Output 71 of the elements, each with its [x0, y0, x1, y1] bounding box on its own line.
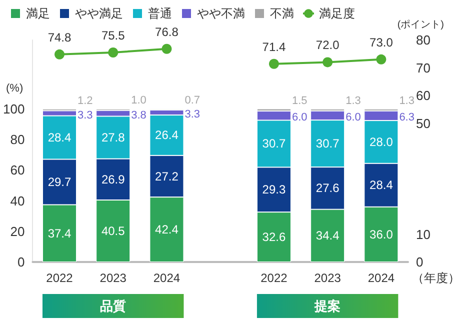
legend-label: やや満足	[75, 6, 123, 20]
point	[54, 49, 64, 60]
x-tick-label: 2023	[100, 271, 127, 285]
data-label: 3.8	[131, 109, 146, 122]
y-tick-label: 60	[10, 162, 25, 178]
data-label: 0.7	[184, 94, 200, 106]
data-label: 37.4	[48, 226, 72, 240]
data-label: 6.0	[346, 111, 361, 124]
data-label: 32.6	[262, 230, 286, 244]
point	[376, 54, 386, 64]
data-label: 27.6	[316, 181, 340, 196]
text: 提案	[314, 298, 341, 314]
y-axis-title: (%)	[6, 82, 24, 94]
data-label: 6.3	[399, 112, 414, 124]
data-label: 26.4	[155, 128, 179, 142]
legend-label: 普通	[148, 6, 172, 20]
data-label: 3.3	[184, 108, 200, 120]
y2-tick-label: 0	[416, 254, 424, 270]
data-label: 6.0	[292, 112, 308, 124]
data-label: 30.7	[262, 136, 286, 151]
point	[322, 57, 333, 68]
point	[108, 47, 118, 58]
legend-label: 不満	[270, 6, 294, 20]
data-label: 28.0	[370, 134, 394, 149]
data-label: 75.5	[101, 28, 126, 42]
data-label: 1.0	[131, 94, 146, 107]
data-label: 34.4	[316, 228, 340, 243]
x-tick-label: 2024	[153, 271, 180, 285]
data-label: 1.3	[399, 94, 414, 107]
data-label: 36.0	[370, 227, 394, 242]
y2-tick-label: 50	[416, 116, 430, 131]
y-tick-label: 20	[10, 224, 25, 239]
x-tick-label: 2022	[46, 271, 74, 285]
y-tick-label: 80	[10, 132, 25, 148]
data-label: 73.0	[370, 35, 394, 50]
x-tick-label: 2023	[314, 271, 342, 285]
x-axis-title: （年度）	[412, 271, 460, 285]
data-label: 1.2	[78, 94, 93, 107]
legend-label: 満足度	[319, 6, 355, 20]
data-label: 1.5	[292, 94, 308, 107]
legend-label: 満足	[26, 6, 50, 20]
text: 品質	[100, 298, 126, 314]
data-label: 71.4	[262, 40, 286, 54]
data-label: 40.5	[101, 224, 126, 238]
y2-axis-title: (ポイント)	[397, 20, 444, 30]
data-label: 1.3	[346, 94, 361, 107]
data-label: 30.7	[316, 136, 340, 151]
data-label: 27.2	[155, 169, 179, 184]
data-label: 26.9	[101, 172, 126, 186]
y-tick-label: 100	[2, 101, 25, 116]
legend-label: やや不満	[197, 6, 245, 20]
y2-tick-label: 10	[416, 226, 430, 242]
data-label: 28.4	[370, 178, 394, 192]
point	[162, 44, 172, 54]
data-label: 74.8	[48, 30, 72, 44]
data-label: 27.8	[101, 130, 126, 145]
data-label: 29.3	[262, 182, 286, 197]
data-label: 42.4	[155, 222, 179, 237]
data-label: 72.0	[316, 38, 340, 52]
y-tick-label: 40	[10, 193, 25, 208]
y2-tick-label: 80	[416, 32, 430, 48]
y2-tick-label: 60	[416, 88, 430, 103]
x-tick-label: 2024	[368, 271, 395, 285]
x-tick-label: 2022	[260, 271, 288, 285]
data-label: 29.7	[48, 175, 72, 190]
data-label: 28.4	[48, 130, 72, 145]
data-label: 76.8	[155, 24, 179, 39]
point	[268, 58, 279, 69]
data-label: 3.3	[78, 109, 93, 122]
y2-tick-label: 70	[416, 60, 430, 76]
y-tick-label: 0	[17, 254, 25, 270]
